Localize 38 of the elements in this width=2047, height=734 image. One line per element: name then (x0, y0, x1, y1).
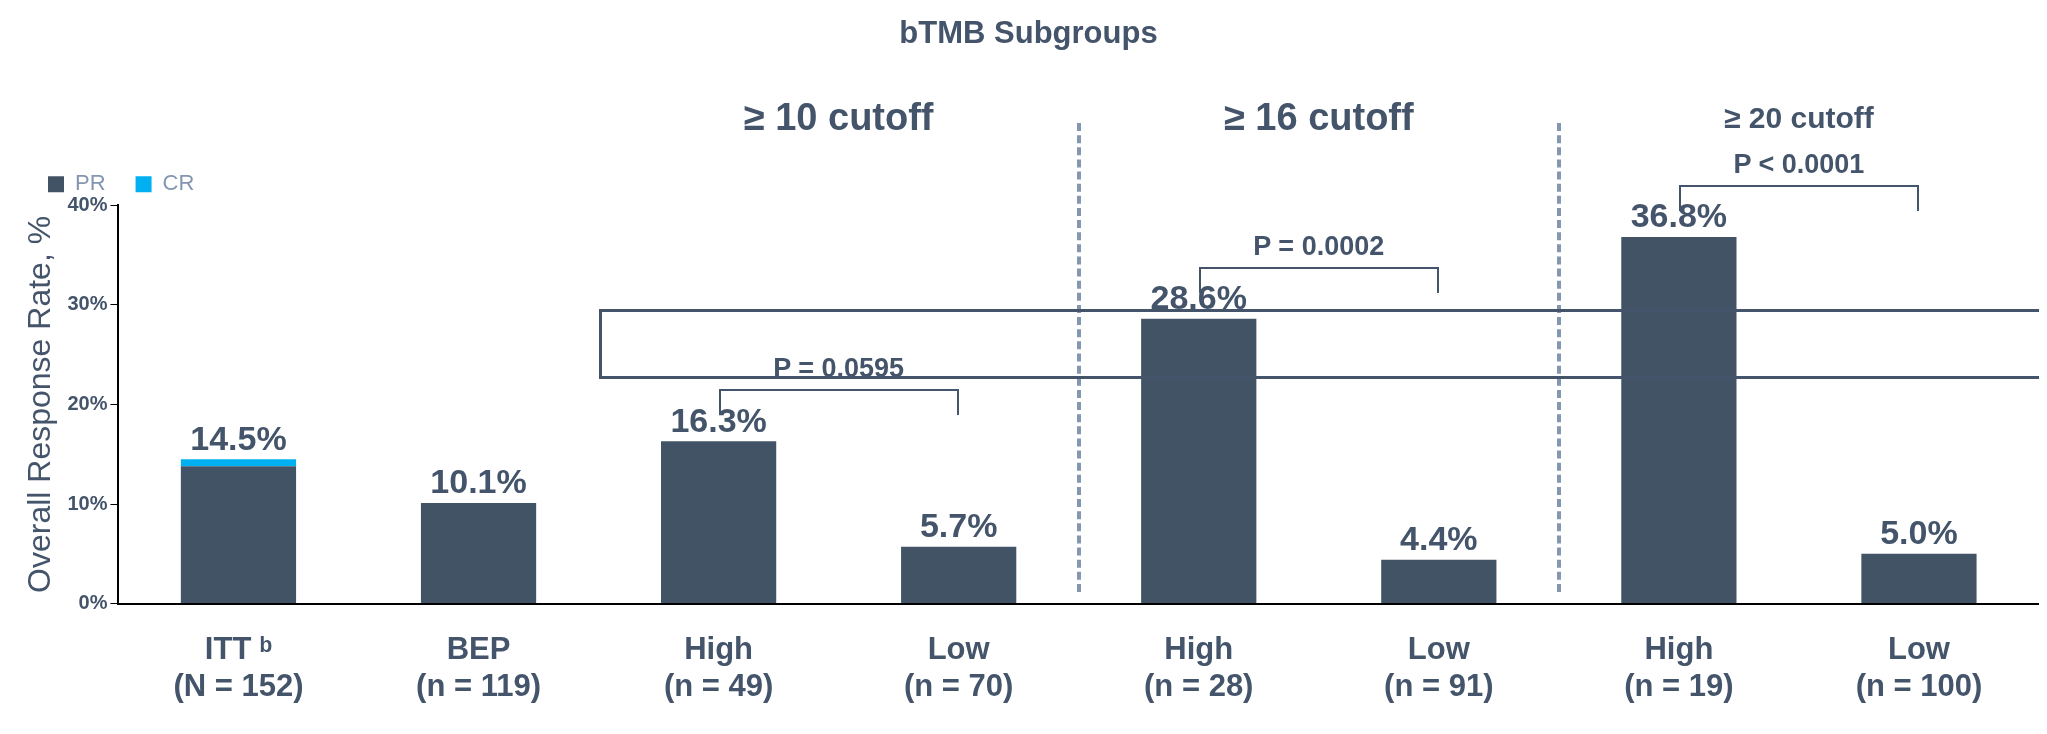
total-label: 16.3% (670, 400, 767, 439)
annotation: P = 0.0002 (1253, 230, 1385, 261)
bar (660, 441, 777, 604)
total-label: 14.5% (190, 418, 287, 457)
x-tick-label: BEP (n = 119) (416, 630, 542, 703)
total-label: 5.0% (1880, 513, 1958, 552)
y-tick-label: 20% (67, 391, 108, 414)
y-tick-label: 30% (67, 292, 108, 315)
total-label: 10.1% (430, 462, 527, 501)
bar (180, 459, 297, 467)
bar (1621, 237, 1737, 604)
legend-label: CR (162, 170, 195, 196)
text: ≥ 10 cutoff (743, 96, 934, 139)
text: P < 0.0001 (1733, 149, 1865, 180)
bar (1141, 318, 1257, 604)
y-tick-label: 10% (67, 491, 108, 514)
text: ≥ 20 cutoff (1724, 101, 1875, 135)
bar (901, 546, 1017, 604)
y-tick-label: 0% (78, 591, 108, 614)
x-tick-label: High (n = 19) (1624, 630, 1734, 703)
x-tick-label: High (n = 49) (663, 630, 774, 703)
total-label: 4.4% (1400, 519, 1478, 558)
bar (1381, 559, 1497, 604)
chart-title: bTMB Subgroups (899, 15, 1158, 51)
text: ≥ 16 cutoff (1223, 96, 1415, 139)
x-tick-label: High (n = 28) (1144, 630, 1254, 703)
bar (180, 466, 297, 604)
total-label: 28.6% (1150, 278, 1247, 317)
annotation: P = 0.0595 (773, 353, 905, 384)
x-tick-label: Low (n = 70) (903, 630, 1014, 703)
total-label: 36.8% (1630, 196, 1728, 235)
x-tick-label: Low (n = 91) (1384, 630, 1494, 703)
total-label: 5.7% (919, 506, 998, 545)
bar (1861, 553, 1977, 604)
x-tick-label: ITT ᵇ (N = 152) (173, 630, 304, 703)
y-axis-title: Overall Response Rate, % (21, 215, 58, 593)
x-tick-label: Low (n = 100) (1855, 630, 1983, 703)
bar (420, 503, 537, 604)
